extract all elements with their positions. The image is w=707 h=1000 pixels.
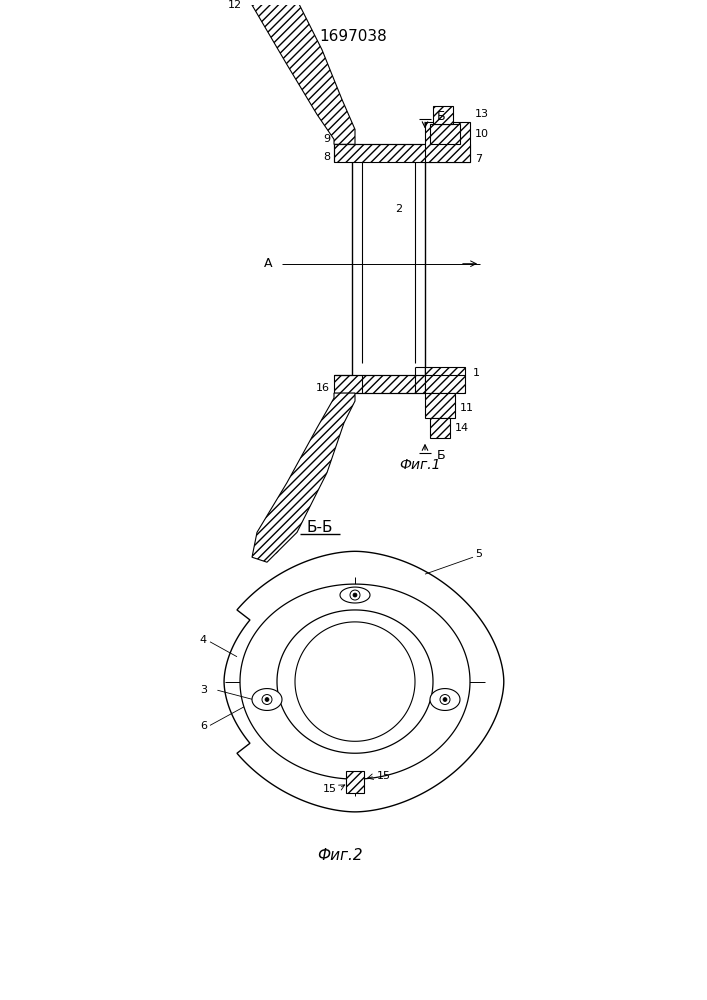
Circle shape bbox=[265, 698, 269, 702]
Circle shape bbox=[265, 540, 279, 554]
Bar bbox=[425, 393, 455, 418]
Bar bbox=[334, 375, 425, 393]
Text: 15: 15 bbox=[323, 784, 337, 794]
Circle shape bbox=[353, 593, 357, 597]
Text: 15: 15 bbox=[377, 771, 391, 781]
Polygon shape bbox=[430, 689, 460, 710]
Bar bbox=[334, 144, 470, 162]
Circle shape bbox=[440, 695, 450, 704]
Text: 3: 3 bbox=[200, 685, 207, 695]
Bar bbox=[425, 367, 465, 393]
Circle shape bbox=[350, 590, 360, 600]
Text: 8: 8 bbox=[323, 152, 330, 162]
Text: 9: 9 bbox=[323, 134, 330, 144]
Circle shape bbox=[262, 695, 272, 704]
Text: Б: Б bbox=[437, 110, 445, 123]
Text: 1: 1 bbox=[473, 368, 480, 378]
Polygon shape bbox=[252, 393, 355, 562]
Text: 7: 7 bbox=[475, 154, 482, 164]
Text: Фиг.1: Фиг.1 bbox=[399, 458, 440, 472]
Text: Б: Б bbox=[437, 449, 445, 462]
Bar bbox=[430, 418, 450, 438]
Text: A: A bbox=[264, 257, 272, 270]
Bar bbox=[346, 771, 364, 793]
Polygon shape bbox=[340, 587, 370, 603]
Polygon shape bbox=[252, 689, 282, 710]
Text: 2: 2 bbox=[395, 204, 402, 214]
Text: 1697038: 1697038 bbox=[319, 29, 387, 44]
Text: Б-Б: Б-Б bbox=[307, 520, 333, 535]
Polygon shape bbox=[295, 622, 415, 741]
Text: 5: 5 bbox=[475, 549, 482, 559]
Text: 6: 6 bbox=[200, 721, 207, 731]
Text: 14: 14 bbox=[455, 423, 469, 433]
Text: 4: 4 bbox=[200, 635, 207, 645]
Text: 11: 11 bbox=[460, 403, 474, 413]
Polygon shape bbox=[242, 0, 355, 144]
Text: 13: 13 bbox=[475, 109, 489, 119]
Polygon shape bbox=[277, 610, 433, 753]
Text: 12: 12 bbox=[228, 0, 242, 10]
Polygon shape bbox=[224, 551, 504, 812]
Text: 10: 10 bbox=[475, 129, 489, 139]
Text: Фиг.2: Фиг.2 bbox=[317, 848, 363, 863]
Bar bbox=[425, 122, 470, 162]
Bar bbox=[430, 124, 460, 144]
Text: 16: 16 bbox=[316, 383, 330, 393]
Circle shape bbox=[443, 698, 447, 702]
Polygon shape bbox=[240, 584, 470, 779]
Bar bbox=[433, 106, 453, 124]
